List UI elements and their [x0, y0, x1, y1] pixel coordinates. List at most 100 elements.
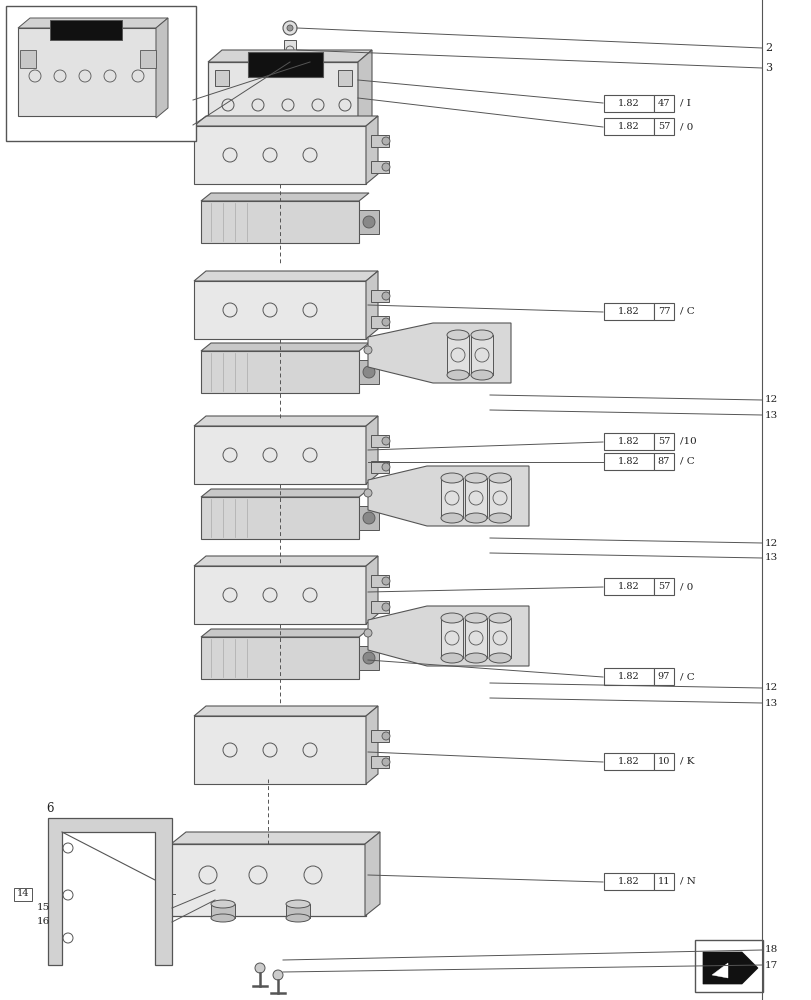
Text: 6: 6 — [46, 802, 54, 815]
Polygon shape — [366, 556, 378, 624]
Polygon shape — [367, 466, 528, 526]
Circle shape — [381, 732, 389, 740]
Text: / C: / C — [679, 307, 694, 316]
Circle shape — [255, 963, 264, 973]
Text: 1.82: 1.82 — [617, 757, 639, 766]
Text: 57: 57 — [657, 582, 669, 591]
Ellipse shape — [488, 613, 510, 623]
Text: 1.82: 1.82 — [617, 122, 639, 131]
FancyBboxPatch shape — [358, 646, 379, 670]
FancyBboxPatch shape — [603, 578, 653, 595]
FancyBboxPatch shape — [20, 50, 36, 68]
Text: 87: 87 — [657, 457, 669, 466]
Circle shape — [363, 346, 371, 354]
Text: 17: 17 — [764, 960, 777, 970]
FancyBboxPatch shape — [50, 20, 122, 40]
FancyBboxPatch shape — [358, 210, 379, 234]
Polygon shape — [366, 116, 378, 184]
Ellipse shape — [470, 330, 492, 340]
Text: 11: 11 — [657, 877, 669, 886]
Text: 13: 13 — [764, 554, 777, 562]
Text: 77: 77 — [657, 307, 669, 316]
Ellipse shape — [211, 914, 234, 922]
Ellipse shape — [488, 513, 510, 523]
Ellipse shape — [446, 330, 469, 340]
FancyBboxPatch shape — [171, 844, 366, 916]
Text: 10: 10 — [657, 757, 669, 766]
Circle shape — [363, 366, 375, 378]
FancyBboxPatch shape — [488, 478, 510, 518]
Text: / K: / K — [679, 757, 693, 766]
Polygon shape — [48, 818, 172, 965]
FancyBboxPatch shape — [371, 435, 388, 447]
Polygon shape — [367, 606, 528, 666]
Polygon shape — [194, 116, 378, 126]
Text: 13: 13 — [764, 410, 777, 420]
FancyBboxPatch shape — [194, 281, 366, 339]
Polygon shape — [156, 18, 168, 118]
Ellipse shape — [440, 613, 462, 623]
Text: / C: / C — [679, 672, 694, 681]
Ellipse shape — [446, 370, 469, 380]
Text: 57: 57 — [657, 122, 669, 131]
FancyBboxPatch shape — [653, 453, 673, 470]
FancyBboxPatch shape — [371, 461, 388, 473]
FancyBboxPatch shape — [603, 95, 653, 112]
FancyBboxPatch shape — [194, 126, 366, 184]
FancyBboxPatch shape — [603, 453, 653, 470]
Ellipse shape — [211, 900, 234, 908]
Text: /10: /10 — [679, 437, 696, 446]
Circle shape — [363, 629, 371, 637]
Text: 47: 47 — [657, 99, 669, 108]
Text: 57: 57 — [657, 437, 669, 446]
FancyBboxPatch shape — [603, 753, 653, 770]
FancyBboxPatch shape — [653, 433, 673, 450]
FancyBboxPatch shape — [653, 118, 673, 135]
Polygon shape — [194, 706, 378, 716]
Ellipse shape — [440, 473, 462, 483]
FancyBboxPatch shape — [653, 668, 673, 685]
Text: / 0: / 0 — [679, 582, 693, 591]
FancyBboxPatch shape — [470, 335, 492, 375]
Circle shape — [363, 512, 375, 524]
FancyBboxPatch shape — [247, 52, 323, 77]
Polygon shape — [367, 323, 510, 383]
FancyBboxPatch shape — [201, 201, 358, 243]
Text: 1.82: 1.82 — [617, 457, 639, 466]
FancyBboxPatch shape — [603, 118, 653, 135]
Polygon shape — [208, 50, 371, 62]
Ellipse shape — [285, 914, 310, 922]
FancyBboxPatch shape — [18, 28, 156, 116]
FancyBboxPatch shape — [201, 497, 358, 539]
Text: 1.82: 1.82 — [617, 582, 639, 591]
Ellipse shape — [465, 613, 487, 623]
Ellipse shape — [488, 473, 510, 483]
Circle shape — [381, 603, 389, 611]
FancyBboxPatch shape — [371, 135, 388, 147]
Text: 1.82: 1.82 — [617, 877, 639, 886]
Circle shape — [381, 137, 389, 145]
FancyBboxPatch shape — [694, 940, 762, 992]
Text: / 0: / 0 — [679, 122, 693, 131]
FancyBboxPatch shape — [371, 316, 388, 328]
FancyBboxPatch shape — [371, 601, 388, 613]
Polygon shape — [366, 271, 378, 339]
Circle shape — [381, 292, 389, 300]
Polygon shape — [194, 556, 378, 566]
Circle shape — [381, 437, 389, 445]
Text: 2: 2 — [764, 43, 771, 53]
Text: 12: 12 — [764, 395, 777, 404]
FancyBboxPatch shape — [285, 904, 310, 918]
Circle shape — [286, 25, 293, 31]
FancyBboxPatch shape — [465, 618, 487, 658]
FancyBboxPatch shape — [201, 637, 358, 679]
FancyBboxPatch shape — [653, 303, 673, 320]
Ellipse shape — [470, 370, 492, 380]
Polygon shape — [366, 416, 378, 484]
Text: 1.82: 1.82 — [617, 672, 639, 681]
Text: 1.82: 1.82 — [617, 437, 639, 446]
Text: 3: 3 — [764, 63, 771, 73]
Text: / I: / I — [679, 99, 690, 108]
FancyBboxPatch shape — [653, 753, 673, 770]
FancyBboxPatch shape — [194, 716, 366, 784]
